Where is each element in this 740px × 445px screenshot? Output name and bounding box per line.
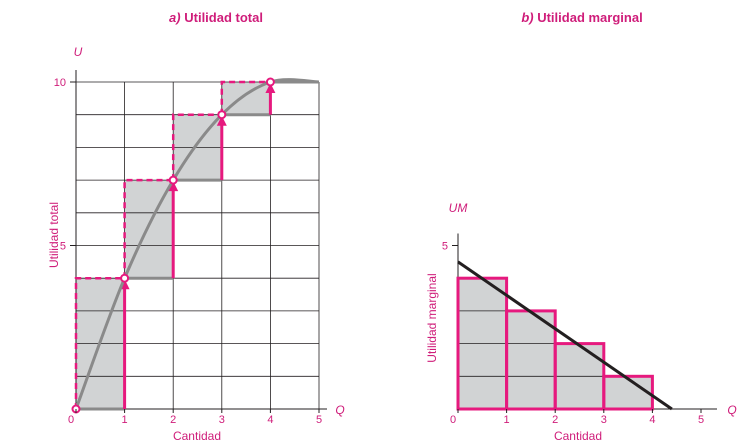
- panel-b-x-label: Cantidad: [554, 429, 602, 443]
- panel-b-plot: 0 1 2 3 4 5 5: [442, 233, 717, 426]
- x-tick-label-3: 3: [219, 414, 225, 426]
- x-tick-label-4: 4: [649, 414, 655, 426]
- curve-point-1: [120, 273, 130, 283]
- bar-fill-1: [506, 310, 556, 409]
- step-dashed-1: [123, 178, 174, 279]
- step-fill-3: [221, 82, 271, 115]
- panel-b-title-prefix: b): [521, 10, 533, 25]
- x-tick-label-2: 2: [552, 414, 558, 426]
- step-dashed-0: [74, 276, 125, 409]
- panel-a-plot: 0 1 2 3 4 5 5 10: [54, 70, 327, 426]
- x-tick-label-4: 4: [267, 414, 273, 426]
- marginal-utility-line: [457, 260, 673, 411]
- panel-a-y-label: Utilidad total: [47, 202, 61, 268]
- x-tick-label-5: 5: [698, 414, 704, 426]
- x-tick-label-1: 1: [504, 414, 510, 426]
- x-tick-label-0: 0: [450, 414, 456, 426]
- panel-a-title-prefix: a): [169, 10, 181, 25]
- panel-a-y-letter: U: [74, 45, 83, 59]
- y-tick-label-0: 5: [60, 241, 66, 253]
- x-tick-label-1: 1: [122, 414, 128, 426]
- step-dashed-3: [220, 80, 271, 115]
- panel-b-y-letter: UM: [449, 201, 468, 215]
- panel-b-title-text: Utilidad marginal: [537, 10, 642, 25]
- step-arrowhead-1: [168, 181, 179, 192]
- panel-a-x-letter: Q: [335, 403, 344, 417]
- panel-a-x-label: Cantidad: [173, 429, 221, 443]
- y-tick-label-1: 10: [54, 77, 66, 89]
- x-tick-label-5: 5: [316, 414, 322, 426]
- step-arrowhead-3: [265, 83, 276, 93]
- curve-point-3: [217, 110, 227, 120]
- step-arrowhead-2: [216, 115, 227, 126]
- panel-b-x-letter: Q: [727, 403, 736, 417]
- bar-3: [602, 374, 654, 411]
- x-tick-label-2: 2: [170, 414, 176, 426]
- bar-fill-3: [603, 376, 653, 409]
- x-tick-label-3: 3: [601, 414, 607, 426]
- curve-point-2: [168, 175, 178, 185]
- x-tick-label-0: 0: [68, 414, 74, 426]
- panel-b-y-label: Utilidad marginal: [425, 273, 439, 362]
- panel-a-title: a) Utilidad total: [169, 10, 263, 25]
- curve-point-4: [265, 77, 275, 87]
- panel-a-title-text: Utilidad total: [184, 10, 263, 25]
- step-dashed-2: [171, 113, 222, 181]
- y-tick-label-0: 5: [442, 241, 448, 253]
- panel-b-title: b) Utilidad marginal: [521, 10, 642, 25]
